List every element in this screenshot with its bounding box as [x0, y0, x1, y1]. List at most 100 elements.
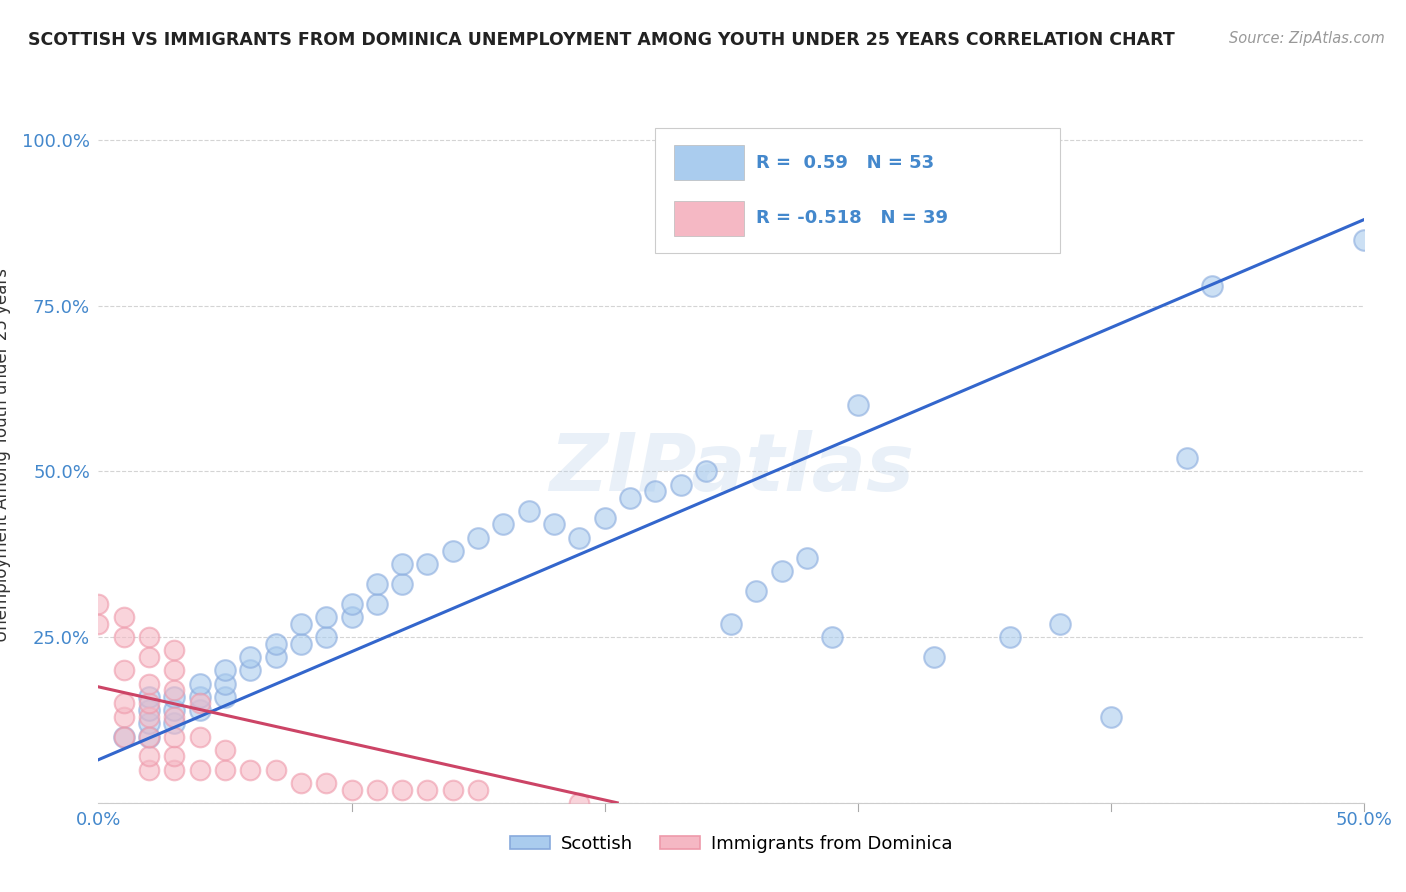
Point — [112, 697, 135, 711]
Point — [695, 465, 717, 479]
Point — [366, 597, 388, 611]
Point — [112, 730, 135, 744]
Point — [416, 782, 439, 797]
Point — [188, 697, 211, 711]
Point — [163, 730, 186, 744]
Point — [239, 650, 262, 665]
Point — [138, 676, 160, 690]
Point — [138, 703, 160, 717]
FancyBboxPatch shape — [655, 128, 1060, 253]
Point — [821, 630, 844, 644]
Point — [138, 709, 160, 723]
Point — [138, 630, 160, 644]
Point — [391, 577, 413, 591]
Point — [1175, 451, 1198, 466]
Text: ZIPatlas: ZIPatlas — [548, 430, 914, 508]
Point — [239, 663, 262, 677]
Point — [441, 544, 464, 558]
Point — [163, 703, 186, 717]
Text: R = -0.518   N = 39: R = -0.518 N = 39 — [756, 210, 949, 227]
Point — [1201, 279, 1223, 293]
Point — [290, 637, 312, 651]
Point — [391, 782, 413, 797]
Text: R =  0.59   N = 53: R = 0.59 N = 53 — [756, 153, 935, 171]
Text: Source: ZipAtlas.com: Source: ZipAtlas.com — [1229, 31, 1385, 46]
Point — [138, 697, 160, 711]
Point — [391, 558, 413, 572]
Point — [467, 531, 489, 545]
Point — [1049, 616, 1071, 631]
Point — [188, 730, 211, 744]
Point — [315, 610, 337, 624]
Point — [112, 610, 135, 624]
Point — [619, 491, 641, 505]
Point — [138, 650, 160, 665]
Point — [163, 749, 186, 764]
Point — [188, 703, 211, 717]
Point — [138, 730, 160, 744]
Point — [87, 597, 110, 611]
Point — [239, 763, 262, 777]
FancyBboxPatch shape — [675, 145, 744, 180]
Point — [669, 477, 692, 491]
Point — [138, 763, 160, 777]
Point — [163, 663, 186, 677]
Point — [188, 690, 211, 704]
Point — [720, 616, 742, 631]
Point — [644, 484, 666, 499]
Point — [492, 517, 515, 532]
Point — [1353, 233, 1375, 247]
Point — [264, 650, 287, 665]
Point — [517, 504, 540, 518]
Point — [568, 796, 591, 810]
Point — [138, 716, 160, 731]
Point — [543, 517, 565, 532]
Point — [568, 531, 591, 545]
Point — [264, 763, 287, 777]
Point — [163, 709, 186, 723]
Point — [467, 782, 489, 797]
Point — [745, 583, 768, 598]
Point — [112, 730, 135, 744]
Point — [87, 616, 110, 631]
Point — [846, 398, 869, 412]
Point — [315, 630, 337, 644]
Point — [163, 716, 186, 731]
Point — [340, 782, 363, 797]
Point — [796, 550, 818, 565]
Point — [188, 763, 211, 777]
Text: SCOTTISH VS IMMIGRANTS FROM DOMINICA UNEMPLOYMENT AMONG YOUTH UNDER 25 YEARS COR: SCOTTISH VS IMMIGRANTS FROM DOMINICA UNE… — [28, 31, 1175, 49]
Point — [366, 577, 388, 591]
Point — [163, 690, 186, 704]
Legend: Scottish, Immigrants from Dominica: Scottish, Immigrants from Dominica — [503, 828, 959, 860]
Y-axis label: Unemployment Among Youth under 25 years: Unemployment Among Youth under 25 years — [0, 268, 11, 642]
Point — [112, 630, 135, 644]
Point — [163, 683, 186, 698]
Point — [138, 730, 160, 744]
Point — [593, 511, 616, 525]
Point — [214, 663, 236, 677]
Point — [163, 763, 186, 777]
Point — [214, 743, 236, 757]
Point — [214, 690, 236, 704]
Point — [290, 776, 312, 790]
Point — [290, 616, 312, 631]
Point — [998, 630, 1021, 644]
Point — [188, 676, 211, 690]
Point — [163, 643, 186, 657]
Point — [922, 650, 945, 665]
Point — [770, 564, 793, 578]
Point — [366, 782, 388, 797]
Point — [1099, 709, 1122, 723]
FancyBboxPatch shape — [675, 201, 744, 235]
Point — [112, 709, 135, 723]
Point — [138, 690, 160, 704]
Point — [340, 597, 363, 611]
Point — [214, 763, 236, 777]
Point — [138, 749, 160, 764]
Point — [315, 776, 337, 790]
Point — [416, 558, 439, 572]
Point — [214, 676, 236, 690]
Point — [441, 782, 464, 797]
Point — [264, 637, 287, 651]
